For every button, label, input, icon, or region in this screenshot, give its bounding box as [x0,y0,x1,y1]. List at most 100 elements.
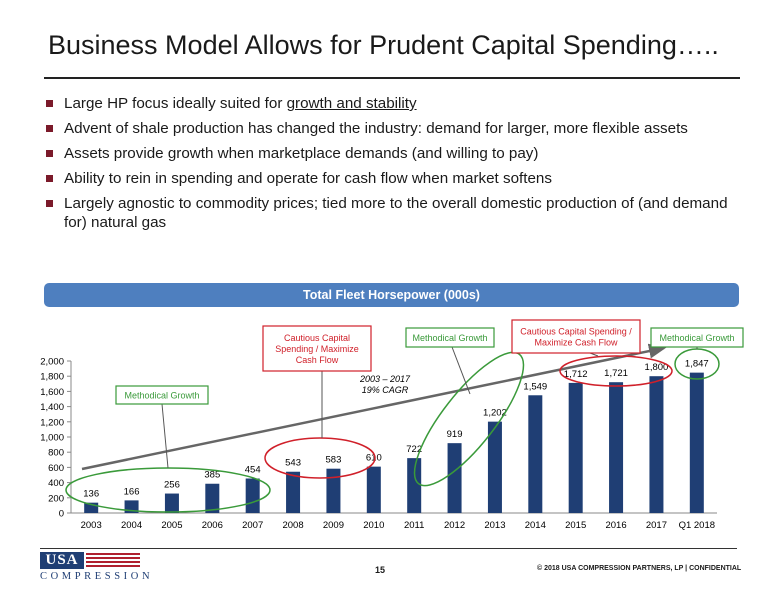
title-divider [44,77,740,79]
copyright-notice: © 2018 USA COMPRESSION PARTNERS, LP | CO… [537,565,742,572]
y-tick-label: 800 [48,448,64,459]
callout-box [405,327,495,348]
x-tick-label: 2005 [161,520,182,531]
bar [164,493,179,513]
callout-text: Methodical Growth [659,333,734,343]
bullet-square-icon [46,175,53,182]
callout-text: Methodical Growth [124,391,199,401]
y-tick-label: 1,400 [40,402,64,413]
logo-wordmark: COMPRESSION [40,571,154,582]
bar [366,466,381,513]
logo-usa-box: USA [40,552,84,569]
x-tick-label: 2004 [121,520,142,531]
data-label: 543 [285,458,301,469]
x-tick-label: 2007 [242,520,263,531]
data-label: 1,721 [604,368,628,379]
y-tick-label: 2,000 [40,357,64,368]
x-tick-label: 2006 [202,520,223,531]
bullet-item: Assets provide growth when marketplace d… [44,144,734,163]
data-label: 919 [447,429,463,440]
bar [205,483,220,513]
bullet-item: Advent of shale production has changed t… [44,119,734,138]
phase-ellipse-cautious [264,437,376,479]
bar [286,471,301,513]
page-number: 15 [375,565,386,575]
data-label: 610 [366,453,382,464]
bar [407,458,422,513]
company-logo: USA COMPRESSION [40,552,150,584]
bullet-text: Large HP focus ideally suited for [64,95,287,112]
x-tick-label: 2014 [525,520,546,531]
bar [245,478,260,513]
bullet-item: Ability to rein in spending and operate … [44,169,734,188]
bullet-square-icon [46,200,53,207]
bullet-square-icon [46,100,53,107]
logo-flag-stripes [86,553,140,568]
y-tick-label: 600 [48,463,64,474]
data-label: 454 [245,464,261,475]
callout-text: Cash Flow [296,355,339,365]
bullet-underlined-text: growth and stability [286,95,417,112]
page-title: Business Model Allows for Prudent Capita… [48,30,719,60]
y-tick-label: 1,600 [40,387,64,398]
x-tick-label: 2011 [404,520,424,531]
callout-text: Maximize Cash Flow [534,338,618,348]
callout-text: Spending / Maximize [275,344,359,354]
data-label: 256 [164,480,180,491]
y-tick-label: 0 [59,509,64,520]
bar [84,502,99,513]
phase-ellipse-cautious [559,355,673,387]
callout-box [115,385,209,405]
chart-title-banner: Total Fleet Horsepower (000s) [44,283,739,307]
callout-text: Cautious Capital Spending / [520,327,632,337]
cagr-label: 2003 – 2017 [359,374,411,384]
bullet-square-icon [46,150,53,157]
callout-text: Cautious Capital [284,333,350,343]
x-tick-label: 2010 [363,520,384,531]
y-tick-label: 1,000 [40,433,64,444]
bar [326,468,341,513]
bar [649,376,664,513]
bar [609,382,624,513]
x-tick-label: 2013 [484,520,505,531]
bullet-text: Ability to rein in spending and operate … [64,170,552,187]
callout-box [511,319,641,354]
fleet-horsepower-chart: 0 200 400 600 800 1,000 1,200 1,400 1,600 1,800 2,… [40,319,744,531]
bullet-text: Assets provide growth when marketplace d… [64,145,539,162]
callout-box [650,327,744,348]
callout-leader-line [161,403,169,469]
x-tick-label: 2015 [565,520,586,531]
bullet-text: Advent of shale production has changed t… [64,120,688,137]
x-tick-label: 2016 [605,520,626,531]
bar [447,443,462,513]
trend-arrow [81,343,667,471]
bullet-square-icon [46,125,53,132]
callout-box [262,325,372,372]
data-label: 1,712 [564,369,588,380]
bar [528,395,543,513]
x-tick-label: 2008 [282,520,303,531]
y-tick-label: 1,200 [40,417,64,428]
x-tick-label: Q1 2018 [679,520,715,531]
y-tick-label: 200 [48,493,64,504]
bullet-text: Largely agnostic to commodity prices; ti… [64,195,728,231]
x-tick-label: 2017 [646,520,667,531]
data-label: 1,202 [483,408,507,419]
data-label: 1,800 [645,362,669,373]
footer-divider [40,548,737,549]
data-label: 385 [204,470,220,481]
bullet-item: Large HP focus ideally suited for growth… [44,94,734,113]
x-tick-label: 2009 [323,520,344,531]
cagr-label: 19% CAGR [362,385,409,395]
bar [487,421,502,513]
data-label: 166 [124,486,140,497]
y-tick-label: 400 [48,478,64,489]
bar [689,372,704,513]
data-label: 583 [326,455,342,466]
x-tick-label: 2012 [444,520,465,531]
bullet-item: Largely agnostic to commodity prices; ti… [44,194,734,232]
data-label: 1,549 [523,381,547,392]
y-tick-label: 1,800 [40,372,64,383]
x-tick-label: 2003 [81,520,102,531]
data-label: 1,847 [685,359,709,370]
